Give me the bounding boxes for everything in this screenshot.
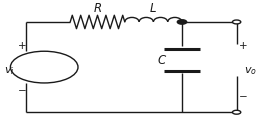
Text: $v_o$: $v_o$ xyxy=(244,65,257,77)
Text: $L$: $L$ xyxy=(150,2,157,15)
Text: $-$: $-$ xyxy=(17,85,27,94)
Text: $-$: $-$ xyxy=(238,91,248,100)
Text: $+$: $+$ xyxy=(238,40,248,51)
Circle shape xyxy=(232,20,241,24)
Text: $v_i$: $v_i$ xyxy=(4,65,15,77)
Circle shape xyxy=(232,110,241,114)
Text: $C$: $C$ xyxy=(157,55,168,67)
Text: $+$: $+$ xyxy=(17,40,27,51)
Circle shape xyxy=(177,20,187,24)
Text: $R$: $R$ xyxy=(93,2,102,15)
